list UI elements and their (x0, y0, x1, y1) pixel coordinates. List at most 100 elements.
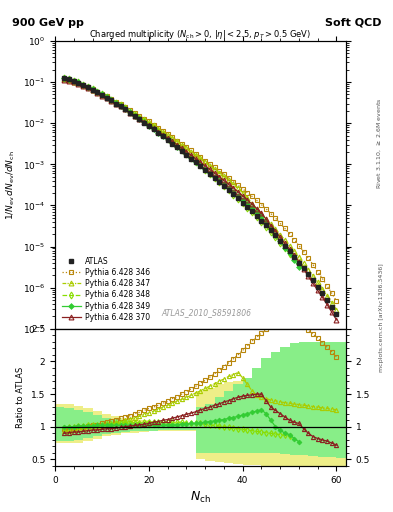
Pythia 6.428 348 (81, 81, 86, 88)
Pythia 6.428 348 (278, 240, 283, 246)
Pythia 6.428 346 (259, 202, 264, 208)
Pythia 6.428 348 (174, 143, 179, 149)
Pythia 6.428 346 (132, 110, 137, 116)
Pythia 6.428 348 (245, 205, 250, 211)
Pythia 6.428 349 (114, 100, 118, 106)
Line: Pythia 6.428 349: Pythia 6.428 349 (62, 76, 301, 269)
Pythia 6.428 348 (268, 229, 273, 235)
Pythia 6.428 348 (128, 109, 132, 115)
Pythia 6.428 370 (104, 95, 109, 101)
Pythia 6.428 346 (90, 86, 95, 92)
Pythia 6.428 348 (156, 129, 161, 135)
Line: Pythia 6.428 348: Pythia 6.428 348 (62, 76, 292, 256)
Pythia 6.428 346 (203, 158, 208, 164)
Pythia 6.428 346 (62, 76, 67, 82)
Pythia 6.428 348 (226, 187, 231, 194)
Pythia 6.428 348 (259, 219, 264, 225)
Pythia 6.428 349 (297, 264, 301, 270)
Pythia 6.428 347 (90, 87, 95, 93)
ATLAS (104, 95, 109, 101)
Pythia 6.428 348 (90, 86, 95, 92)
Pythia 6.428 370 (203, 163, 208, 169)
Text: mcplots.cern.ch [arXiv:1306.3436]: mcplots.cern.ch [arXiv:1306.3436] (379, 263, 384, 372)
Pythia 6.428 370 (90, 88, 95, 94)
Pythia 6.428 348 (67, 76, 72, 82)
Line: ATLAS: ATLAS (62, 76, 339, 316)
Pythia 6.428 349 (292, 257, 297, 263)
Pythia 6.428 349 (137, 116, 142, 122)
Y-axis label: $1/N_{\rm ev}\, dN_{\rm ev}/dN_{\rm ch}$: $1/N_{\rm ev}\, dN_{\rm ev}/dN_{\rm ch}$ (5, 150, 17, 220)
Y-axis label: Ratio to ATLAS: Ratio to ATLAS (17, 367, 26, 428)
ATLAS (90, 87, 95, 93)
Pythia 6.428 349 (132, 113, 137, 119)
Pythia 6.428 348 (72, 78, 76, 84)
Pythia 6.428 370 (132, 113, 137, 119)
Text: Rivet 3.1.10, $\geq$ 2.6M events: Rivet 3.1.10, $\geq$ 2.6M events (375, 98, 383, 189)
Pythia 6.428 348 (104, 94, 109, 100)
Title: Charged multiplicity ($N_{\rm ch}>0$, $|\eta|<2.5$, $p_T>0.5$ GeV): Charged multiplicity ($N_{\rm ch}>0$, $|… (89, 28, 312, 41)
Pythia 6.428 348 (250, 209, 254, 216)
Text: Soft QCD: Soft QCD (325, 18, 381, 28)
Pythia 6.428 348 (86, 83, 90, 90)
Pythia 6.428 348 (165, 136, 170, 142)
Pythia 6.428 348 (95, 89, 99, 95)
Pythia 6.428 348 (203, 166, 208, 173)
Pythia 6.428 347 (132, 111, 137, 117)
Pythia 6.428 370 (259, 210, 264, 217)
Pythia 6.428 348 (235, 196, 240, 202)
Pythia 6.428 370 (72, 79, 76, 86)
Pythia 6.428 348 (170, 139, 174, 145)
Pythia 6.428 346 (334, 298, 339, 304)
Pythia 6.428 346 (72, 78, 76, 84)
Pythia 6.428 347 (334, 307, 339, 313)
Pythia 6.428 348 (264, 224, 268, 230)
Pythia 6.428 347 (259, 211, 264, 217)
Pythia 6.428 349 (231, 189, 236, 195)
Pythia 6.428 348 (118, 102, 123, 109)
Line: Pythia 6.428 370: Pythia 6.428 370 (62, 77, 339, 322)
ATLAS (259, 218, 264, 224)
Pythia 6.428 348 (287, 251, 292, 257)
Pythia 6.428 348 (147, 122, 151, 128)
Pythia 6.428 348 (217, 179, 222, 185)
Pythia 6.428 348 (283, 245, 287, 251)
Pythia 6.428 349 (62, 75, 67, 81)
Pythia 6.428 348 (109, 97, 114, 103)
Pythia 6.428 348 (193, 159, 198, 165)
Pythia 6.428 348 (273, 234, 278, 240)
Pythia 6.428 348 (184, 151, 189, 157)
ATLAS (132, 113, 137, 119)
Pythia 6.428 349 (217, 177, 222, 183)
Pythia 6.428 348 (212, 175, 217, 181)
Pythia 6.428 348 (132, 112, 137, 118)
Pythia 6.428 370 (62, 77, 67, 83)
Pythia 6.428 346 (104, 93, 109, 99)
Pythia 6.428 348 (189, 155, 193, 161)
Legend: ATLAS, Pythia 6.428 346, Pythia 6.428 347, Pythia 6.428 348, Pythia 6.428 349, P: ATLAS, Pythia 6.428 346, Pythia 6.428 34… (59, 253, 153, 325)
Pythia 6.428 348 (123, 105, 128, 111)
ATLAS (72, 78, 76, 84)
Pythia 6.428 347 (72, 78, 76, 84)
Pythia 6.428 348 (231, 191, 236, 198)
Pythia 6.428 348 (222, 183, 226, 189)
Pythia 6.428 348 (62, 75, 67, 81)
Pythia 6.428 348 (142, 118, 147, 124)
ATLAS (334, 311, 339, 317)
Pythia 6.428 348 (198, 162, 203, 168)
ATLAS (203, 167, 208, 173)
Pythia 6.428 347 (62, 76, 67, 82)
Line: Pythia 6.428 346: Pythia 6.428 346 (62, 76, 339, 304)
ATLAS (62, 75, 67, 81)
Pythia 6.428 348 (151, 125, 156, 131)
Pythia 6.428 348 (240, 200, 245, 206)
Pythia 6.428 348 (137, 115, 142, 121)
Pythia 6.428 348 (179, 147, 184, 153)
Pythia 6.428 348 (114, 100, 118, 106)
Pythia 6.428 348 (208, 170, 212, 177)
Pythia 6.428 347 (104, 94, 109, 100)
Pythia 6.428 348 (254, 214, 259, 220)
Pythia 6.428 347 (203, 159, 208, 165)
Pythia 6.428 348 (99, 91, 104, 97)
Pythia 6.428 348 (76, 79, 81, 86)
Text: 900 GeV pp: 900 GeV pp (12, 18, 84, 28)
